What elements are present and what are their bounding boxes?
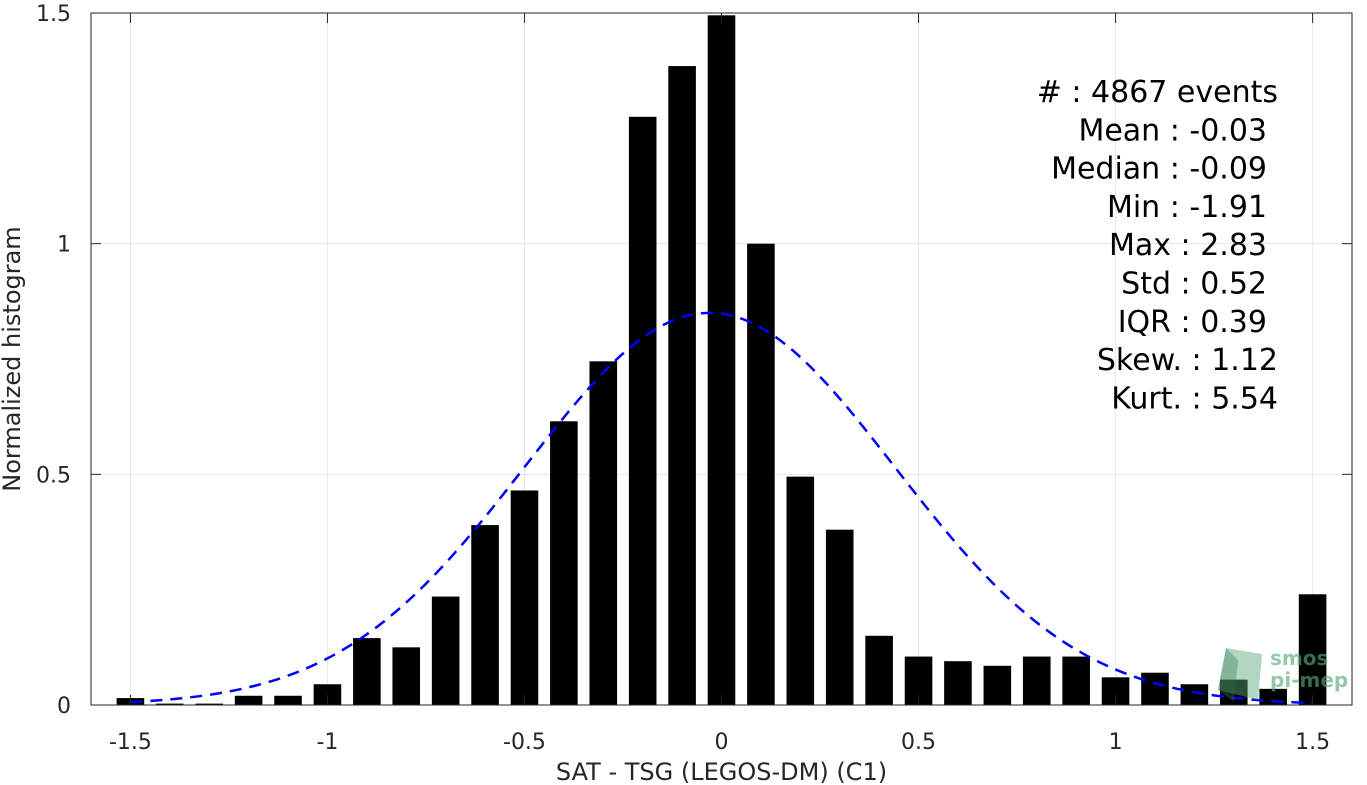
axis-ticks bbox=[91, 12, 1352, 706]
histogram-bar bbox=[550, 421, 578, 705]
y-tick-labels: 0 0.5 1 1.5 bbox=[36, 2, 71, 719]
y-tick-label: 0.5 bbox=[36, 463, 71, 488]
histogram-bar bbox=[1022, 656, 1051, 705]
x-tick-label: 1.5 bbox=[1295, 730, 1330, 755]
stats-line: Mean : -0.03 bbox=[1078, 113, 1267, 148]
stats-line: Max : 2.83 bbox=[1109, 228, 1267, 263]
logo-text-line2: pi-mep bbox=[1270, 668, 1348, 692]
histogram-bar bbox=[786, 476, 815, 705]
histogram-bar bbox=[1219, 679, 1248, 705]
x-tick-label: 1 bbox=[1109, 730, 1123, 755]
x-tick-label: 0.5 bbox=[901, 730, 936, 755]
histogram-bar bbox=[825, 529, 854, 705]
x-tick-label: -1 bbox=[316, 730, 338, 755]
histogram-bar bbox=[983, 665, 1012, 705]
histogram-bars bbox=[116, 15, 1327, 706]
histogram-bar bbox=[313, 684, 342, 705]
x-tick-label: -1.5 bbox=[109, 730, 152, 755]
histogram-bar bbox=[1298, 594, 1327, 705]
histogram-bar bbox=[1141, 672, 1169, 705]
histogram-bar bbox=[707, 15, 736, 706]
smos-pimep-logo: smos pi-mep bbox=[1218, 646, 1348, 702]
y-tick-label: 1.5 bbox=[36, 2, 71, 27]
histogram-bar bbox=[944, 661, 972, 705]
x-tick-labels: -1.5 -1 -0.5 0 0.5 1 1.5 bbox=[109, 730, 1330, 755]
stats-line: Std : 0.52 bbox=[1121, 267, 1267, 302]
x-tick-label: -0.5 bbox=[503, 730, 546, 755]
y-tick-label: 1 bbox=[57, 233, 71, 258]
histogram-bar bbox=[589, 361, 618, 705]
histogram-bar bbox=[195, 703, 224, 705]
histogram-bar bbox=[628, 116, 657, 706]
histogram-bar bbox=[156, 703, 184, 705]
stats-line: # : 4867 events bbox=[1037, 75, 1278, 110]
stats-line: IQR : 0.39 bbox=[1118, 305, 1267, 340]
x-axis-label: SAT - TSG (LEGOS-DM) (C1) bbox=[556, 758, 887, 785]
histogram-bar bbox=[747, 243, 775, 705]
histogram-bar bbox=[353, 638, 381, 705]
y-tick-label: 0 bbox=[57, 694, 71, 719]
logo-text-line1: smos bbox=[1270, 646, 1328, 670]
y-axis-label: Normalized histogram bbox=[0, 226, 26, 491]
histogram-bar bbox=[274, 695, 302, 705]
histogram-bar bbox=[865, 635, 893, 705]
histogram-bar bbox=[1180, 684, 1209, 705]
stats-line: Median : -0.09 bbox=[1051, 152, 1267, 187]
histogram-bar bbox=[392, 647, 421, 705]
gaussian-fit-curve bbox=[130, 311, 1313, 705]
histogram-bar bbox=[471, 525, 499, 705]
histogram-bar bbox=[431, 596, 460, 705]
histogram-bar bbox=[510, 490, 539, 705]
logo-icon-fold bbox=[1218, 648, 1238, 702]
logo-icon bbox=[1218, 648, 1262, 700]
histogram-bar bbox=[1062, 656, 1090, 705]
stats-line: Skew. : 1.12 bbox=[1097, 343, 1278, 378]
histogram-bar bbox=[234, 695, 263, 705]
stats-line: Min : -1.91 bbox=[1107, 190, 1267, 225]
stats-line: Kurt. : 5.54 bbox=[1111, 381, 1278, 416]
x-tick-label: 0 bbox=[715, 730, 729, 755]
histogram-bar bbox=[668, 66, 696, 705]
